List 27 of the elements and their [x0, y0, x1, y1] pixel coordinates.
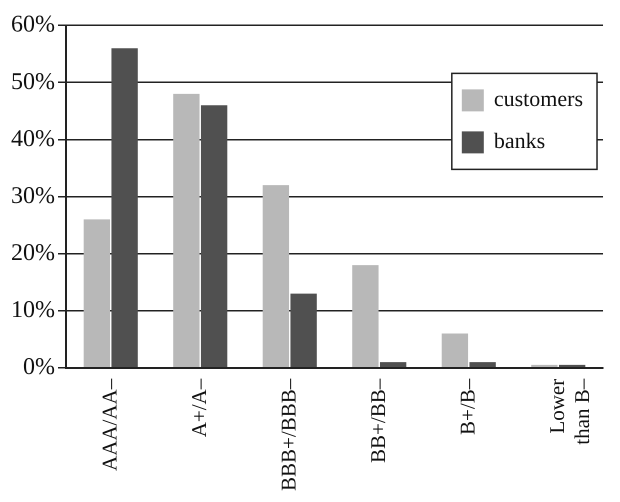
bar: [290, 294, 317, 368]
bar: [111, 48, 138, 368]
x-tick-label: B+/B–: [455, 378, 480, 435]
bar: [84, 219, 110, 368]
bar: [262, 185, 290, 368]
x-tick-label: A+/A–: [186, 378, 211, 438]
bar: [173, 94, 200, 368]
y-tick-label: 10%: [10, 297, 55, 324]
y-tick-label: 0%: [22, 354, 55, 380]
y-tick-label: 60%: [10, 12, 55, 38]
y-tick-label: 50%: [10, 68, 55, 95]
y-tick-label: 40%: [10, 126, 55, 152]
bar: [442, 334, 468, 368]
legend-label: banks: [494, 128, 546, 154]
y-tick-label: 30%: [10, 182, 55, 209]
bar: [531, 364, 558, 368]
bar: [352, 265, 379, 368]
x-tick-label: AAA/AA–: [97, 378, 122, 471]
bar: [380, 362, 406, 368]
bar: [558, 364, 586, 368]
bar: [200, 105, 228, 368]
legend-label: customers: [494, 86, 584, 112]
bar: [469, 362, 496, 368]
x-tick-label: Lower than B–: [544, 378, 594, 445]
x-tick-label: BB+/BB–: [366, 378, 390, 463]
x-tick-label: BBB+/BBB–: [276, 378, 300, 491]
y-tick-label: 20%: [10, 240, 55, 266]
